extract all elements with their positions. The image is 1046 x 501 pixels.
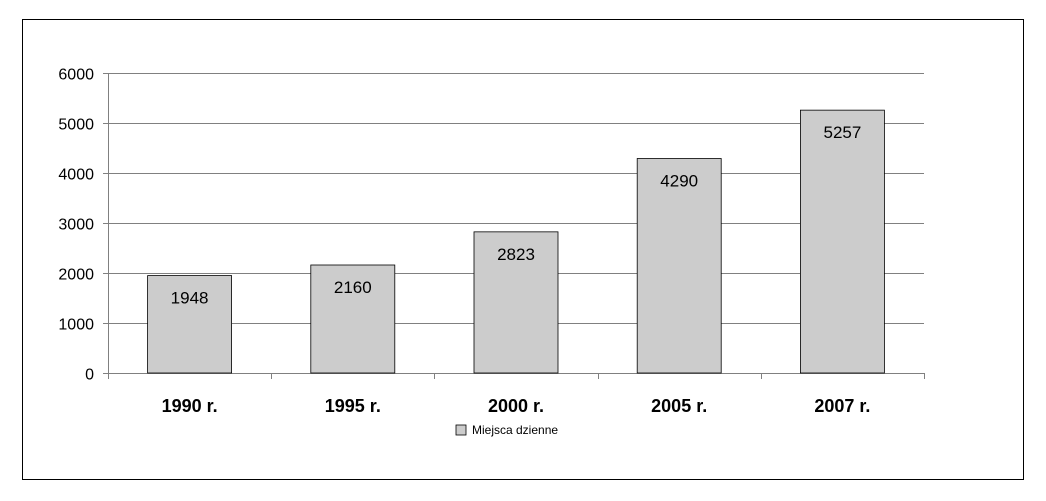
y-tick-label: 2000	[58, 267, 94, 284]
bar	[800, 109, 885, 374]
labels: 0 1000 2000 3000 4000 5000 6000 1948 1990 r. 2160…	[58, 67, 870, 417]
data-label: 1948	[171, 289, 209, 308]
bars	[147, 109, 885, 374]
y-tick-label: 4000	[58, 167, 94, 184]
data-label: 4290	[660, 172, 698, 191]
y-tick-label: 1000	[58, 317, 94, 334]
gridlines	[108, 73, 924, 324]
data-label: 5257	[823, 123, 861, 142]
bar	[636, 158, 722, 374]
bar	[473, 231, 559, 374]
x-tick-label: 2005 r.	[651, 396, 707, 416]
data-label: 2823	[497, 245, 535, 264]
data-label: 2160	[334, 278, 372, 297]
bar	[147, 275, 233, 374]
x-tick-label: 2000 r.	[488, 396, 544, 416]
x-tick-label: 1995 r.	[325, 396, 381, 416]
axes	[103, 73, 925, 379]
x-tick-label: 2007 r.	[814, 396, 870, 416]
x-tick-label: 1990 r.	[162, 396, 218, 416]
y-tick-label: 6000	[58, 67, 94, 84]
y-tick-label: 3000	[58, 217, 94, 234]
legend: Miejsca dzienne	[455, 423, 558, 437]
y-tick-label: 0	[85, 367, 94, 384]
bar	[310, 264, 396, 374]
legend-label: Miejsca dzienne	[472, 423, 558, 437]
y-tick-label: 5000	[58, 117, 94, 134]
legend-swatch	[455, 424, 467, 436]
